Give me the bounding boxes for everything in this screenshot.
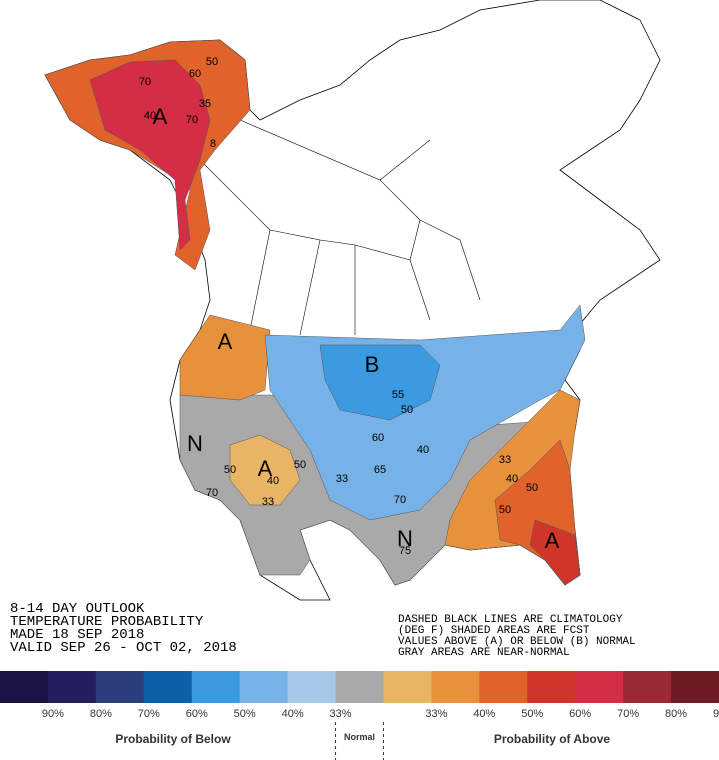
legend-swatch <box>383 671 432 703</box>
province-lines <box>199 119 481 336</box>
contour-label: 65 <box>374 464 386 476</box>
contour-label: 50 <box>526 482 538 494</box>
legend-swatch <box>0 671 49 703</box>
legend-swatch <box>47 671 97 703</box>
outlook-text: TEMPERATURE PROBABILITY <box>10 614 204 630</box>
legend-below-title: Probability of Below <box>115 732 231 746</box>
contour-label: 70 <box>206 487 218 499</box>
contour-label: 70 <box>139 76 151 88</box>
contour-label: 50 <box>499 504 511 516</box>
contour-label: 50 <box>294 459 306 471</box>
contour-label: 75 <box>399 545 411 557</box>
west-above <box>179 314 271 401</box>
legend-label: 50% <box>521 708 543 720</box>
legend-label: 50% <box>234 708 256 720</box>
forecast-areas <box>44 39 586 586</box>
contour-label: 33 <box>262 496 274 508</box>
legend-label: 33% <box>425 708 447 720</box>
legend-label: 40% <box>473 708 495 720</box>
southwest-above <box>229 434 301 506</box>
legend-label: 70% <box>617 708 639 720</box>
legend-swatch <box>191 671 241 703</box>
region-label: B <box>365 352 380 377</box>
legend-swatch <box>239 671 289 703</box>
alaska-core <box>89 59 211 251</box>
contour-label: 40 <box>506 473 518 485</box>
legend-label: 80% <box>665 708 687 720</box>
outlook-text: VALID SEP 26 - OCT 02, 2018 <box>10 640 237 656</box>
legend-swatch <box>527 671 576 703</box>
map-labels: A A B N A N A 70 60 50 35 40 70 8 55 50 60 40 65 40 33 70 33 70… <box>10 56 636 659</box>
legend-label: 70% <box>138 708 160 720</box>
legend-swatch <box>623 671 672 703</box>
contour-label: 70 <box>186 114 198 126</box>
note-text: DASHED BLACK LINES ARE CLIMATOLOGY <box>398 614 623 626</box>
legend-label: 60% <box>569 708 591 720</box>
region-label: N <box>187 431 203 456</box>
legend-label: 90% <box>713 708 719 720</box>
legend-label: 33% <box>330 708 352 720</box>
contour-label: 50 <box>224 464 236 476</box>
outlook-text: 8-14 DAY OUTLOOK <box>10 601 145 617</box>
note-text: GRAY AREAS ARE NEAR-NORMAL <box>398 647 570 659</box>
legend: 90% 80% 70% 60% 50% 40% 33% 33% 40% 50% 60% 70% 80% 9… <box>0 671 719 760</box>
legend-label: 40% <box>282 708 304 720</box>
contour-label: 60 <box>372 432 384 444</box>
region-label: N <box>397 526 413 551</box>
note-text: VALUES ABOVE (A) OR BELOW (B) NORMAL <box>398 636 636 648</box>
note-text: (DEG F) SHADED AREAS ARE FCST <box>398 625 590 637</box>
legend-swatch <box>95 671 145 703</box>
outlook-text: MADE 18 SEP 2018 <box>10 627 144 643</box>
contour-label: 33 <box>336 473 348 485</box>
region-label: A <box>545 528 560 553</box>
contour-label: 60 <box>189 68 201 80</box>
legend-swatch <box>575 671 624 703</box>
contour-label: 40 <box>267 475 279 487</box>
legend-swatch <box>143 671 193 703</box>
contour-label: 40 <box>144 110 156 122</box>
contour-label: 33 <box>499 454 511 466</box>
legend-normal-title: Normal <box>344 732 375 742</box>
legend-above-title: Probability of Above <box>494 732 611 746</box>
contour-label: 8 <box>210 138 216 150</box>
below-core <box>319 344 441 421</box>
legend-swatch <box>431 671 480 703</box>
contour-label: 50 <box>401 404 413 416</box>
region-label: A <box>218 329 233 354</box>
florida-area <box>529 519 581 586</box>
legend-label: 80% <box>90 708 112 720</box>
legend-swatch <box>335 671 384 703</box>
legend-swatch <box>287 671 337 703</box>
legend-label: 90% <box>42 708 64 720</box>
contour-label: 55 <box>392 389 404 401</box>
region-label: A <box>258 456 273 481</box>
contour-label: 50 <box>206 56 218 68</box>
contour-label: 40 <box>417 444 429 456</box>
legend-label: 60% <box>186 708 208 720</box>
legend-swatch <box>671 671 719 703</box>
region-label: A <box>153 104 168 129</box>
legend-swatch <box>479 671 528 703</box>
contour-label: 70 <box>394 494 406 506</box>
contour-label: 35 <box>199 98 211 110</box>
